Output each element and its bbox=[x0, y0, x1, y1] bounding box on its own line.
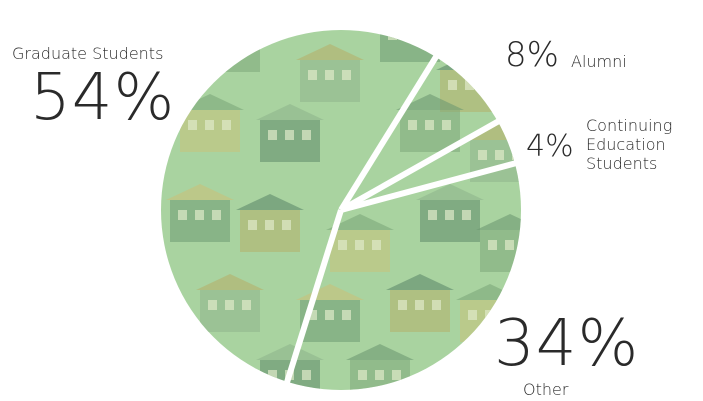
slice-value-other: 34% bbox=[494, 307, 640, 381]
slice-value-continuing-education: 4% bbox=[526, 129, 574, 164]
house-decoration bbox=[476, 214, 521, 272]
slice-label-graduate-students: Graduate Students bbox=[12, 44, 164, 63]
slice-separator bbox=[340, 159, 520, 213]
slice-separator bbox=[283, 209, 344, 387]
house-decoration bbox=[380, 30, 440, 62]
slice-value-graduate-students: 54% bbox=[30, 61, 176, 135]
house-decoration bbox=[236, 194, 304, 252]
slice-label-alumni: Alumni bbox=[571, 52, 627, 71]
house-decoration bbox=[200, 30, 260, 72]
house-decoration bbox=[386, 274, 454, 332]
house-decoration bbox=[396, 94, 464, 152]
slice-label-other: Other bbox=[523, 380, 569, 399]
house-decoration bbox=[256, 104, 324, 162]
slice-separator bbox=[338, 52, 441, 212]
house-decoration bbox=[296, 44, 364, 102]
slice-separator bbox=[339, 117, 503, 213]
slice-label-continuing-education: Continuing Education Students bbox=[586, 116, 673, 174]
slice-value-alumni: 8% bbox=[505, 35, 559, 75]
house-decoration bbox=[196, 274, 264, 332]
house-decoration bbox=[416, 184, 484, 242]
house-decoration bbox=[166, 184, 234, 242]
house-pattern bbox=[166, 30, 521, 390]
house-decoration bbox=[326, 214, 394, 272]
